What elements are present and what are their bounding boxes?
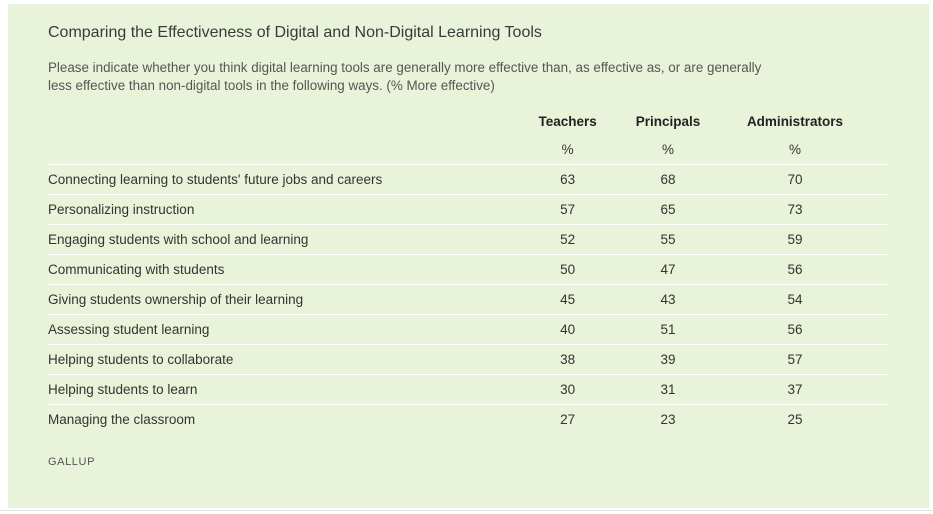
value-cell-administrators: 54	[701, 284, 888, 315]
value-cell-principals: 68	[634, 164, 702, 195]
header-spacer	[48, 107, 501, 135]
value-cell-administrators: 57	[701, 344, 888, 375]
value-cell-teachers: 50	[501, 254, 635, 285]
value-cell-principals: 55	[634, 224, 702, 255]
column-header-teachers: Teachers	[538, 113, 597, 129]
row-label: Assessing student learning	[48, 314, 502, 345]
value-cell-administrators: 56	[701, 254, 888, 285]
table-row: Assessing student learning 40 51 56	[48, 314, 888, 345]
value-cell-teachers: 57	[501, 194, 635, 225]
header-row: Teachers Principals Administrators	[48, 107, 888, 135]
value-cell-administrators: 56	[701, 314, 888, 345]
value-cell-principals: 23	[660, 412, 676, 427]
chart-title: Comparing the Effectiveness of Digital a…	[48, 24, 542, 41]
table-row: Communicating with students 50 47 56	[48, 254, 888, 285]
value-cell-administrators: 73	[701, 194, 888, 225]
unit-label-teachers: %	[501, 135, 635, 165]
value-cell-principals: 65	[634, 194, 702, 225]
value-cell-teachers: 38	[501, 344, 635, 375]
source-label: GALLUP	[48, 456, 96, 468]
chart-panel: Comparing the Effectiveness of Digital a…	[8, 4, 929, 508]
row-label: Connecting learning to students' future …	[48, 164, 502, 195]
column-header-principals: Principals	[635, 113, 701, 129]
value-cell-administrators: 37	[701, 374, 888, 405]
row-label: Communicating with students	[48, 254, 502, 285]
value-cell-teachers: 52	[501, 224, 635, 255]
row-label: Managing the classroom	[48, 412, 196, 427]
row-label: Engaging students with school and learni…	[48, 224, 502, 255]
bottom-divider	[0, 510, 933, 511]
table-row: Managing the classroom 27 23 25	[48, 405, 888, 435]
value-cell-teachers: 30	[501, 374, 635, 405]
column-header-administrators: Administrators	[746, 113, 843, 129]
value-cell-administrators: 25	[787, 412, 803, 427]
value-cell-teachers: 45	[501, 284, 635, 315]
value-cell-principals: 39	[634, 344, 702, 375]
unit-label-principals: %	[634, 135, 702, 165]
value-cell-administrators: 59	[701, 224, 888, 255]
table-row: Helping students to learn 30 31 37	[48, 374, 888, 405]
value-cell-principals: 47	[634, 254, 702, 285]
value-cell-teachers: 63	[501, 164, 635, 195]
table-row: Connecting learning to students' future …	[48, 164, 888, 195]
unit-spacer	[48, 135, 502, 165]
table-row: Personalizing instruction 57 65 73	[48, 194, 888, 225]
data-table: Teachers Principals Administrators % % %…	[48, 107, 888, 434]
value-cell-principals: 43	[634, 284, 702, 315]
value-cell-teachers: 40	[501, 314, 635, 345]
value-cell-principals: 51	[634, 314, 702, 345]
unit-row: % % %	[48, 135, 888, 165]
value-cell-principals: 31	[634, 374, 702, 405]
row-label: Personalizing instruction	[48, 194, 502, 225]
table-row: Engaging students with school and learni…	[48, 224, 888, 255]
chart-subtitle: Please indicate whether you think digita…	[48, 60, 762, 93]
table-row: Giving students ownership of their learn…	[48, 284, 888, 315]
row-label: Giving students ownership of their learn…	[48, 284, 502, 315]
value-cell-administrators: 70	[701, 164, 888, 195]
unit-label-administrators: %	[701, 135, 888, 165]
table-row: Helping students to collaborate 38 39 57	[48, 344, 888, 375]
value-cell-teachers: 27	[560, 412, 576, 427]
row-label: Helping students to learn	[48, 374, 502, 405]
row-label: Helping students to collaborate	[48, 344, 502, 375]
